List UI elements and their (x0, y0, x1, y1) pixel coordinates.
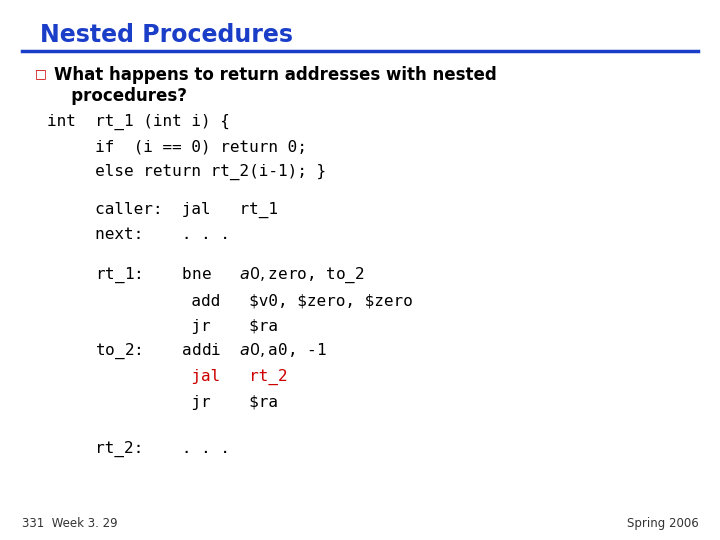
Text: int  rt_1 (int i) {: int rt_1 (int i) { (47, 113, 230, 130)
Text: What happens to return addresses with nested
   procedures?: What happens to return addresses with ne… (54, 66, 497, 105)
Text: to_2:    addi  $a0, $a0, -1: to_2: addi $a0, $a0, -1 (47, 342, 326, 361)
Text: else return rt_2(i-1); }: else return rt_2(i-1); } (47, 164, 326, 180)
Text: jr    $ra: jr $ra (47, 319, 278, 334)
Text: rt_2:    . . .: rt_2: . . . (47, 441, 230, 457)
Text: rt_1:    bne   $a0, $zero, to_2: rt_1: bne $a0, $zero, to_2 (47, 266, 364, 285)
Text: jal   rt_2: jal rt_2 (47, 369, 287, 385)
Text: □: □ (35, 68, 46, 80)
Text: add   $v0, $zero, $zero: add $v0, $zero, $zero (47, 293, 413, 308)
Text: caller:  jal   rt_1: caller: jal rt_1 (47, 201, 278, 218)
Text: next:    . . .: next: . . . (47, 227, 230, 242)
Text: Spring 2006: Spring 2006 (626, 517, 698, 530)
Text: jr    $ra: jr $ra (47, 395, 278, 410)
Text: if  (i == 0) return 0;: if (i == 0) return 0; (47, 139, 307, 154)
Text: 331  Week 3. 29: 331 Week 3. 29 (22, 517, 117, 530)
Text: Nested Procedures: Nested Procedures (40, 23, 292, 46)
